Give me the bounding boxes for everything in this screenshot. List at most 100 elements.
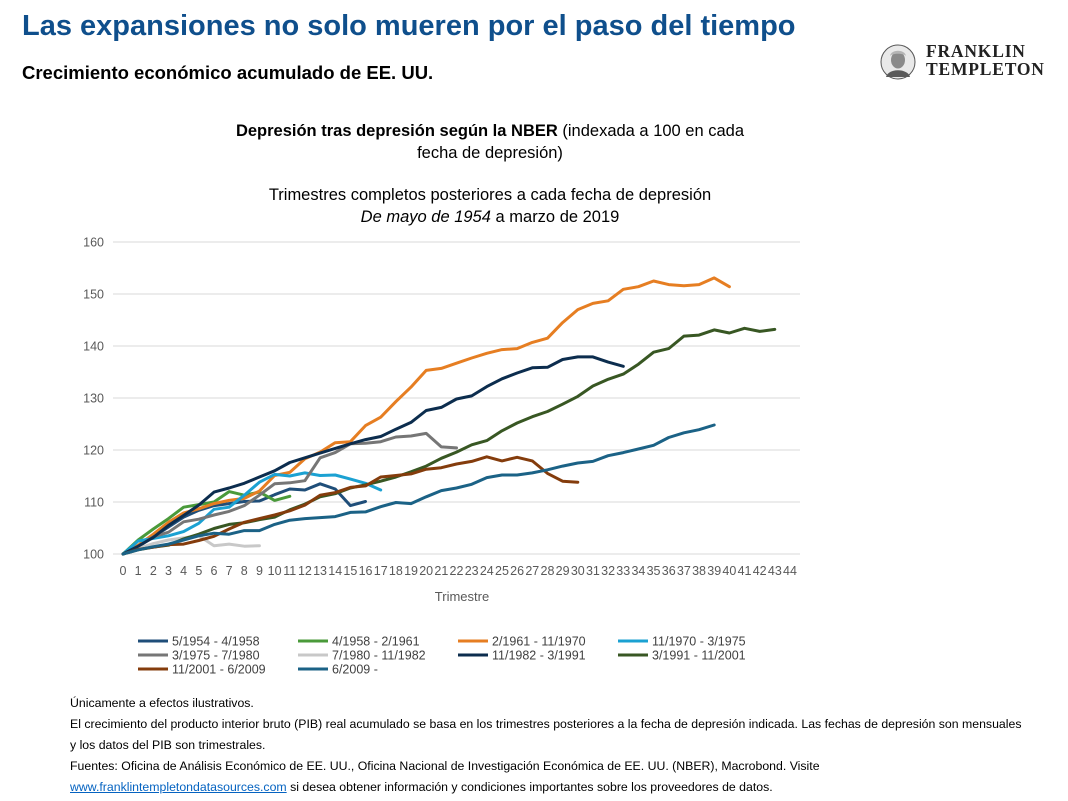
x-tick-label: 12: [298, 564, 312, 578]
x-tick-label: 41: [738, 564, 752, 578]
x-tick-label: 36: [662, 564, 676, 578]
footnote-sources: Fuentes: Oficina de Análisis Económico d…: [70, 756, 1030, 798]
x-tick-label: 7: [226, 564, 233, 578]
page-title: Las expansiones no solo mueren por el pa…: [22, 10, 796, 42]
chart-heading: Depresión tras depresión según la NBER (…: [180, 120, 800, 228]
x-tick-label: 19: [404, 564, 418, 578]
y-tick-label: 100: [83, 548, 104, 562]
legend-label: 11/2001 - 6/2009: [172, 663, 266, 677]
legend-label: 4/1958 - 2/1961: [332, 635, 420, 649]
footnote-illustrative: Únicamente a efectos ilustrativos.: [70, 696, 254, 710]
x-tick-label: 10: [268, 564, 282, 578]
x-tick-label: 31: [586, 564, 600, 578]
footnote-gdp: El crecimiento del producto interior bru…: [70, 717, 1022, 752]
logo-line-1: FRANKLIN: [926, 41, 1026, 61]
legend-item: 5/1954 - 4/1958: [138, 635, 260, 649]
series-line: [121, 471, 383, 556]
legend: 5/1954 - 4/1958 4/1958 - 2/1961 2/1961 - 1…: [138, 635, 746, 677]
x-axis-label: Trimestre: [435, 589, 489, 604]
y-tick-label: 120: [83, 444, 104, 458]
chart-heading-line-2: fecha de depresión): [417, 144, 563, 162]
x-tick-label: 27: [525, 564, 539, 578]
legend-item: 11/2001 - 6/2009: [138, 663, 266, 677]
franklin-templeton-logo: FRANKLIN TEMPLETON: [880, 42, 1050, 82]
x-tick-label: 21: [434, 564, 448, 578]
legend-label: 3/1991 - 11/2001: [652, 649, 746, 663]
x-tick-label: 32: [601, 564, 615, 578]
x-tick-label: 28: [541, 564, 555, 578]
legend-item: 3/1975 - 7/1980: [138, 649, 260, 663]
legend-label: 6/2009 -: [332, 663, 378, 677]
series-lines: [121, 276, 777, 556]
chart-heading-rest: (indexada a 100 en cada: [557, 122, 745, 140]
x-tick-label: 8: [241, 564, 248, 578]
y-tick-label: 150: [83, 288, 104, 302]
chart-heading-line-3: Trimestres completos posteriores a cada …: [268, 186, 712, 204]
chart-heading-italic: De mayo de 1954: [360, 208, 491, 226]
legend-label: 5/1954 - 4/1958: [172, 635, 260, 649]
x-tick-label: 35: [647, 564, 661, 578]
x-tick-label: 1: [135, 564, 142, 578]
chart-heading-bold: Depresión tras depresión según la NBER: [235, 122, 558, 140]
x-tick-label: 25: [495, 564, 509, 578]
series-line: [121, 355, 625, 556]
legend-item: 3/1991 - 11/2001: [618, 649, 746, 663]
legend-label: 2/1961 - 11/1970: [492, 635, 586, 649]
x-tick-label: 6: [210, 564, 217, 578]
footnote-sources-rest: si desea obtener información y condicion…: [286, 780, 773, 794]
logo-line-2: TEMPLETON: [926, 59, 1045, 79]
series-line: [121, 423, 716, 556]
x-tick-label: 44: [783, 564, 797, 578]
x-tick-label: 2: [150, 564, 157, 578]
x-tick-label: 18: [389, 564, 403, 578]
legend-item: 11/1982 - 3/1991: [458, 649, 586, 663]
x-tick-label: 29: [556, 564, 570, 578]
x-tick-label: 9: [256, 564, 263, 578]
x-tick-label: 34: [631, 564, 645, 578]
sources-link[interactable]: www.franklintempletondatasources.com: [70, 780, 287, 794]
logo-wordmark: FRANKLIN TEMPLETON: [926, 42, 1045, 78]
x-tick-label: 23: [465, 564, 479, 578]
x-tick-label: 17: [374, 564, 388, 578]
x-tick-label: 15: [343, 564, 357, 578]
footnotes: Únicamente a efectos ilustrativos. El cr…: [70, 693, 1030, 798]
x-tick-label: 5: [195, 564, 202, 578]
x-tick-label: 43: [768, 564, 782, 578]
x-tick-label: 22: [450, 564, 464, 578]
y-tick-label: 110: [84, 496, 104, 510]
page-subtitle: Crecimiento económico acumulado de EE. U…: [22, 62, 434, 83]
legend-item: 4/1958 - 2/1961: [298, 635, 420, 649]
y-tick-label: 160: [83, 236, 104, 250]
legend-item: 7/1980 - 11/1982: [298, 649, 426, 663]
x-tick-label: 14: [328, 564, 342, 578]
legend-label: 7/1980 - 11/1982: [332, 649, 426, 663]
y-tick-label: 130: [83, 392, 104, 406]
x-tick-label: 40: [722, 564, 736, 578]
x-axis-ticks: 0 1 2 3 4 5 6 7 8 9 10 11 12 13 14 15 16 17 18 19 20 21 22 23 24…: [120, 564, 797, 578]
chart-heading-line-4-rest: a marzo de 2019: [490, 208, 620, 226]
series-line: [121, 455, 580, 556]
series-line: [121, 326, 777, 556]
series-line: [121, 431, 458, 556]
x-tick-label: 37: [677, 564, 691, 578]
x-tick-label: 13: [313, 564, 327, 578]
x-tick-label: 20: [419, 564, 433, 578]
x-tick-label: 38: [692, 564, 706, 578]
x-tick-label: 24: [480, 564, 494, 578]
x-tick-label: 3: [165, 564, 172, 578]
x-tick-label: 33: [616, 564, 630, 578]
y-tick-label: 140: [83, 340, 104, 354]
legend-label: 11/1982 - 3/1991: [492, 649, 586, 663]
x-tick-label: 26: [510, 564, 524, 578]
legend-item: 11/1970 - 3/1975: [618, 635, 746, 649]
footnote-sources-text: Fuentes: Oficina de Análisis Económico d…: [70, 759, 820, 773]
x-tick-label: 16: [359, 564, 373, 578]
x-tick-label: 11: [283, 564, 296, 578]
x-tick-label: 0: [120, 564, 127, 578]
x-tick-label: 30: [571, 564, 585, 578]
legend-label: 11/1970 - 3/1975: [652, 635, 746, 649]
franklin-portrait-icon: [880, 44, 916, 80]
x-tick-label: 42: [753, 564, 767, 578]
x-tick-label: 39: [707, 564, 721, 578]
